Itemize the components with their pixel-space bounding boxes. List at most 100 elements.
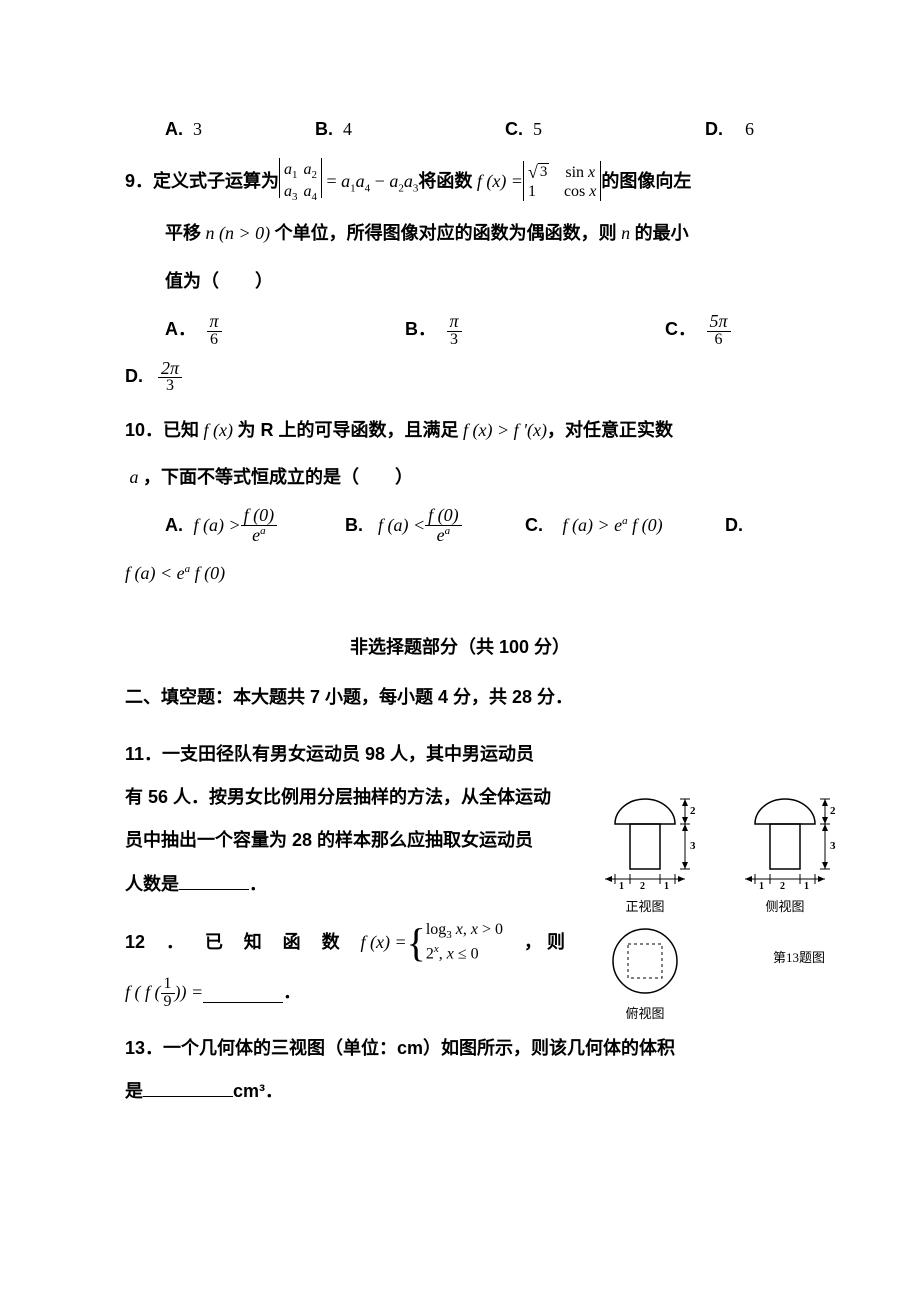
q10-c: f (a) > ea f (0) [563,515,663,535]
q10-options: A. f (a) > f (0)ea B. f (a) < f (0)ea C.… [125,506,795,546]
q10-b-l: f (a) < [378,506,425,546]
fig-caption: 第13题图 [710,947,840,966]
front-view: 2 3 1 2 1 正视图 [590,784,700,915]
opt-a-label: A. [165,119,183,139]
q10-opt-c: C. [525,515,543,535]
q10-ineq: f (x) > f '(x) [459,411,547,451]
figure-13: 2 3 1 2 1 正视图 2 [590,784,840,1022]
opt-d-val: 6 [745,119,754,139]
q9-opt-a: A． [165,319,196,339]
q13-l1: 一个几何体的三视图（单位：cm）如图所示，则该几何体的体积 [163,1038,675,1058]
q10-num: 10． [125,411,163,451]
opt-d-label: D. [705,119,723,139]
q12-case1: log3 x, x > 0 [426,920,503,942]
q9-a-num: π [207,312,222,332]
q12-piecewise: { log3 x, x > 0 2x, x ≤ 0 [407,920,503,966]
q10-b-num: f (0) [425,506,462,526]
front-view-svg: 2 3 1 2 1 [590,784,700,894]
q10-l2b: ，下面不等式恒成立的是（ ） [143,458,413,498]
q12-fden: 9 [161,994,175,1011]
q9-a-den: 6 [207,332,221,349]
opt-c-val: 5 [533,119,542,139]
side-view-svg: 2 3 1 2 1 [730,784,840,894]
q9-fx: f (x) = [472,162,523,202]
svg-text:1: 1 [804,881,809,892]
q11-l4: 人数是 [125,874,179,894]
side-label: 侧视图 [765,896,804,915]
q9-nvar2: n [617,214,635,254]
q11: 11．一支田径队有男女运动员 98 人，其中男运动员 有 56 人．按男女比例用… [125,733,615,906]
q12-w1: 已 [205,923,223,963]
q12-fnum: 1 [161,976,175,994]
q12-l2a: f ( f ( [125,973,161,1013]
q12-w2: 知 [244,923,262,963]
svg-text:2: 2 [780,881,785,892]
q9-l2c: 的最小 [635,214,689,254]
q9-opt-b: B． [405,319,436,339]
svg-text:1: 1 [759,881,764,892]
q13-num: 13． [125,1038,163,1058]
svg-text:2: 2 [640,881,645,892]
q11-l4b: ． [249,874,267,894]
q12-tail: ， 则 [524,923,565,963]
opt-b-label: B. [315,119,333,139]
q9-l2a: 平移 [165,214,201,254]
q12-case2: 2x, x ≤ 0 [426,942,503,965]
q12-l2c: ． [283,973,301,1013]
q9-d-den: 3 [163,378,177,395]
q11-num: 11． [125,744,162,764]
q9-eq1: = a1a4 − a2a3 [322,162,418,202]
q9-options-abc: A． π6 B． π3 C． 5π6 [125,310,795,350]
q10-t2: 为 R 上的可导函数，且满足 [238,411,459,451]
q10-fx: f (x) [199,411,237,451]
side-view: 2 3 1 2 1 侧视图 [730,784,840,915]
q9-text1: 定义式子运算为 [153,162,279,202]
q9-text2: 将函数 [418,162,472,202]
q9-opt-d: D. [125,357,143,397]
q10-b-den: ea [434,526,454,545]
q9-opt-c: C． [665,319,696,339]
top-view-svg [600,921,690,1001]
q13-blank [143,1077,233,1097]
q11-l2: 有 56 人．按男女比例用分层抽样的方法，从全体运动 [125,776,615,819]
q11-blank [179,870,249,890]
svg-text:2: 2 [830,805,836,817]
q9-l3: 值为（ ） [165,262,273,302]
q11-l1: 一支田径队有男女运动员 98 人，其中男运动员 [162,744,534,764]
q10-opt-a: A. [165,506,183,546]
opt-c-label: C. [505,119,523,139]
q9-b-den: 3 [447,332,461,349]
q13: 13．一个几何体的三视图（单位：cm）如图所示，则该几何体的体积 是cm³． [125,1027,795,1113]
q9-det1: a1a2 a3a4 [279,158,322,207]
q10: 10． 已知 f (x) 为 R 上的可导函数，且满足 f (x) > f '(… [125,411,795,593]
q9-text3: 的图像向左 [601,162,691,202]
svg-text:1: 1 [664,881,669,892]
front-label: 正视图 [625,896,664,915]
q9-c-den: 6 [712,332,726,349]
q9-l2b: 个单位，所得图像对应的函数为偶函数，则 [275,214,617,254]
q9-d-num: 2π [158,359,182,379]
svg-text:3: 3 [830,840,836,852]
q10-a-num: f (0) [241,506,278,526]
svg-text:2: 2 [690,805,696,817]
q12-fx: f (x) = [360,923,406,963]
q12-sep: ． [166,923,184,963]
q9-c-num: 5π [707,312,731,332]
q9-nvar: n (n > 0) [201,214,275,254]
q12-w4: 数 [322,923,340,963]
q12-l2b: )) = [175,973,204,1013]
q9-options-d: D. 2π3 [125,357,795,397]
opt-b-val: 4 [343,119,352,139]
q12-w3: 函 [283,923,301,963]
q9-num: 9． [125,162,153,202]
q10-d: f (a) < ea f (0) [125,554,225,594]
top-view: 俯视图 [590,921,700,1022]
section2-title: 非选择题部分（共 100 分） [125,633,795,659]
q12-blank [203,983,283,1003]
q10-t1: 已知 [163,411,199,451]
q12-num: 12 [125,923,145,963]
opt-a-val: 3 [193,119,202,139]
q12: 12 ． 已 知 函 数 f (x) = { log3 x, x > 0 2x,… [125,920,615,1013]
q8-options: A. 3 B. 4 C. 5 D. 6 [125,110,795,150]
q10-a: a [125,458,143,498]
